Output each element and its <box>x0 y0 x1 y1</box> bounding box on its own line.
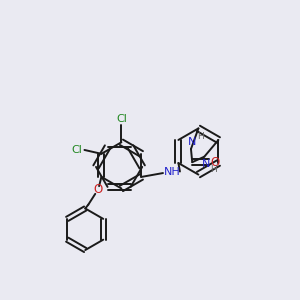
Text: NH: NH <box>164 167 181 176</box>
Text: H: H <box>210 164 217 173</box>
Text: N: N <box>188 137 197 147</box>
Text: H: H <box>197 132 204 141</box>
Text: O: O <box>93 183 102 196</box>
Text: Cl: Cl <box>71 145 82 155</box>
Text: O: O <box>211 156 220 169</box>
Text: N: N <box>202 159 210 169</box>
Text: Cl: Cl <box>116 114 127 124</box>
